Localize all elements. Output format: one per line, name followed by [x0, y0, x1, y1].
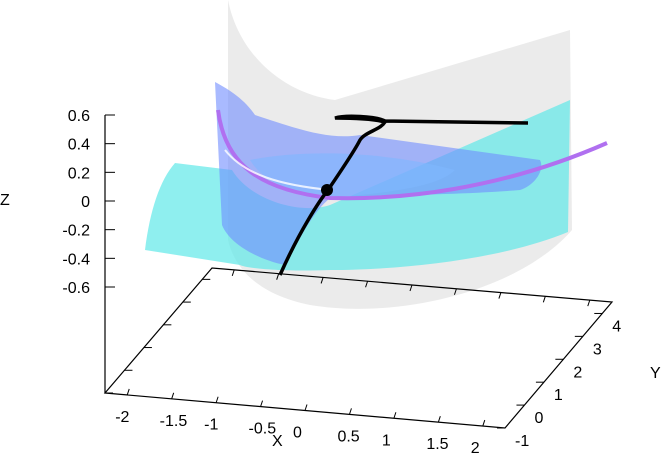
- x-tick-label: -1: [204, 417, 218, 434]
- y-axis-label: Y: [650, 365, 661, 382]
- black-point: [321, 184, 333, 196]
- y-tick-label: 2: [573, 364, 582, 381]
- z-tick-label: 0.2: [68, 165, 90, 182]
- z-tick-label: 0: [81, 194, 90, 211]
- x-tick: [498, 292, 502, 299]
- base-plane: [103, 267, 614, 429]
- x-tick: [542, 296, 546, 303]
- x-tick: [304, 404, 308, 411]
- z-axis-label: Z: [0, 192, 10, 209]
- x-tick: [437, 416, 441, 423]
- x-tick-label: 1: [382, 432, 391, 449]
- z-tick-label: -0.2: [62, 223, 90, 240]
- x-tick: [320, 277, 324, 284]
- x-tick: [453, 288, 457, 295]
- x-tick: [409, 284, 413, 292]
- x-tick-label: -0.5: [249, 421, 277, 438]
- black-curve: [278, 114, 529, 276]
- x-tick: [587, 299, 591, 307]
- violet-curve: [216, 109, 608, 201]
- x-tick-label: -2: [115, 409, 129, 426]
- z-tick-label: 0.4: [68, 137, 90, 154]
- y-tick-label: 0: [534, 410, 543, 427]
- x-tick: [231, 269, 235, 277]
- y-tick-label: 3: [593, 341, 602, 358]
- z-tick-label: -0.6: [62, 280, 90, 297]
- y-tick-label: -1: [515, 433, 529, 450]
- x-tick: [365, 281, 369, 288]
- x-tick: [393, 412, 397, 419]
- y-tick-label: 1: [554, 387, 563, 404]
- x-tick-label: 0.5: [337, 428, 359, 445]
- x-tick-label: 0: [293, 425, 302, 442]
- x-axis-label: X: [272, 433, 283, 450]
- x-tick: [171, 392, 175, 399]
- x-tick-label: -1.5: [160, 413, 188, 430]
- x-tick: [348, 408, 352, 415]
- x-tick-label: 1.5: [426, 436, 448, 453]
- x-tick-label: 2: [471, 440, 480, 454]
- x-tick: [126, 388, 130, 396]
- z-tick-label: 0.6: [68, 108, 90, 125]
- x-tick: [276, 273, 280, 280]
- z-tick-label: -0.4: [62, 251, 90, 268]
- y-tick-label: 4: [612, 318, 621, 335]
- x-tick: [260, 400, 264, 407]
- x-tick: [482, 419, 486, 427]
- axes: [103, 115, 614, 429]
- x-tick: [215, 396, 219, 403]
